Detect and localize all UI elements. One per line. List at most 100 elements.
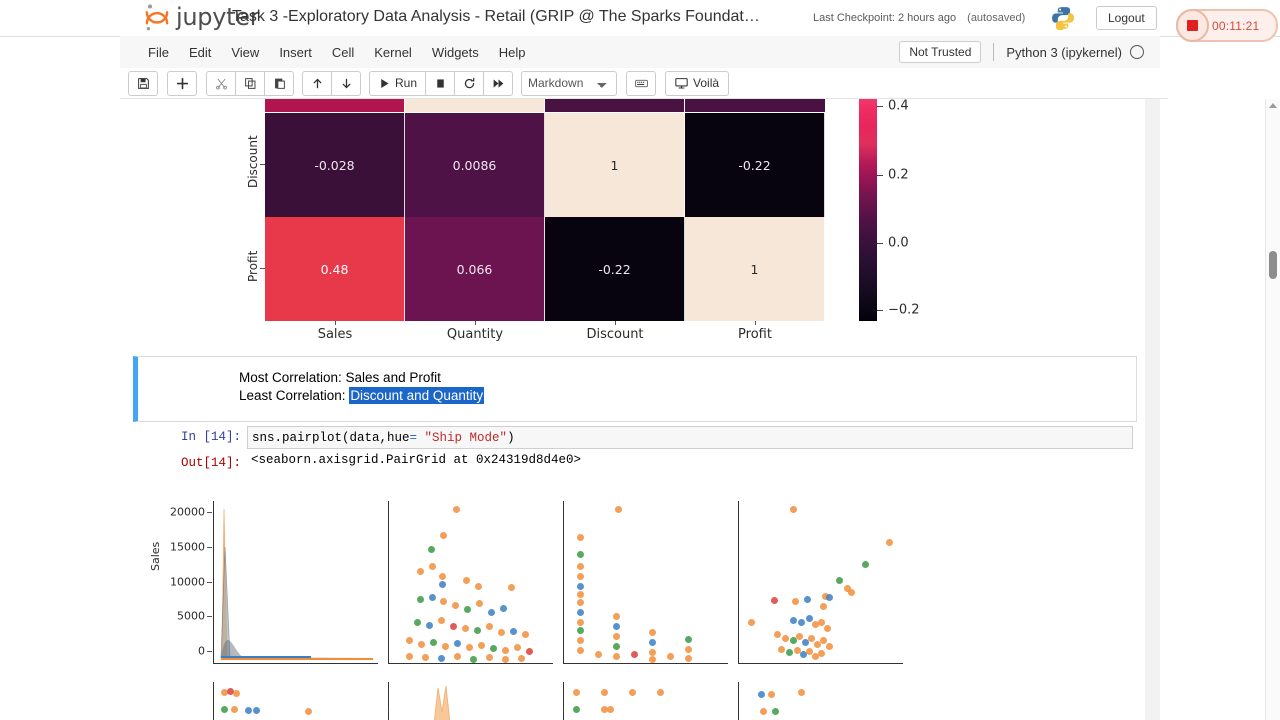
heatmap-cell: -0.22	[545, 217, 685, 321]
pairplot-ytick	[207, 616, 212, 617]
monitor-icon	[675, 77, 688, 88]
notebook-scroll-area[interactable]: Discount Profit -0.028 0.0086 1 -0.22 0.…	[120, 99, 1160, 720]
heatmap-cell: 0.066	[405, 217, 545, 321]
heatmap-xtick	[335, 321, 336, 325]
markdown-line-least: Least Correlation: Discount and Quantity	[239, 387, 485, 405]
kernel-name-label: Python 3 (ipykernel)	[1006, 44, 1122, 60]
pairplot-ytick	[207, 512, 212, 513]
markdown-line-most: Most Correlation: Sales and Profit	[239, 370, 441, 385]
pairplot-panel-sales-quantity	[213, 682, 378, 720]
output-prompt: Out[14]:	[180, 456, 241, 470]
code-text-part1: sns.pairplot(data,hue	[252, 430, 410, 445]
restart-kernel-button[interactable]	[454, 70, 485, 96]
heatmap-cell: 1	[685, 217, 825, 321]
heatmap-cell-partial	[685, 99, 825, 112]
recording-stop-button[interactable]	[1176, 9, 1209, 42]
heatmap-y-labels: Discount Profit	[242, 99, 266, 321]
pairplot-ytick	[207, 547, 212, 548]
stop-square-icon	[1187, 20, 1198, 31]
save-button[interactable]	[128, 70, 158, 96]
menu-cell[interactable]: Cell	[331, 44, 355, 60]
pairplot-figure: Sales 20000 15000 10000 5000 0 12.5	[133, 479, 1133, 720]
colorbar-tick	[877, 106, 883, 107]
jupyter-logo[interactable]: jupyter	[144, 3, 260, 31]
trust-status-button[interactable]: Not Trusted	[899, 41, 982, 63]
menu-kernel[interactable]: Kernel	[374, 44, 412, 60]
menu-widgets[interactable]: Widgets	[431, 44, 479, 60]
pairplot-panel-quantity-sales	[388, 501, 553, 664]
move-cell-down-button[interactable]	[331, 70, 361, 96]
notebook-title[interactable]: Task 3 -Exploratory Data Analysis - Reta…	[232, 8, 760, 25]
scissors-icon	[215, 78, 227, 89]
notebook-page: Discount Profit -0.028 0.0086 1 -0.22 0.…	[120, 99, 1145, 720]
menu-view[interactable]: View	[231, 44, 260, 60]
plus-icon	[176, 77, 188, 89]
markdown-cell[interactable]: Most Correlation: Sales and Profit Least…	[133, 356, 1137, 422]
right-gutter	[1160, 99, 1266, 720]
colorbar-tick	[877, 310, 883, 311]
colorbar-tick	[877, 175, 883, 176]
heatmap-xlabel-sales: Sales	[317, 327, 353, 342]
markdown-least-prefix: Least Correlation:	[239, 388, 350, 403]
command-palette-button[interactable]	[626, 70, 657, 96]
run-button[interactable]: Run	[369, 70, 427, 96]
toolbar-group-clipboard	[206, 70, 294, 96]
heatmap-xtick	[755, 321, 756, 325]
heatmap-row-profit: 0.48 0.066 -0.22 1	[265, 217, 826, 321]
fast-forward-icon	[493, 78, 503, 88]
heatmap-cell-partial	[405, 99, 545, 112]
heatmap-xlabel-profit: Profit	[738, 327, 772, 342]
interrupt-kernel-button[interactable]	[425, 70, 456, 96]
heatmap-xlabel-quantity: Quantity	[446, 327, 504, 342]
paste-button[interactable]	[264, 70, 294, 96]
copy-icon	[244, 77, 255, 89]
code-input-area[interactable]: sns.pairplot(data,hue = "Ship Mode")	[247, 426, 1133, 449]
arrow-up-icon	[313, 78, 321, 88]
vertical-scrollbar[interactable]	[1265, 99, 1280, 720]
insert-cell-below-button[interactable]	[167, 70, 197, 96]
restart-and-run-all-button[interactable]	[483, 70, 514, 96]
colorbar-label: 0.4	[888, 99, 909, 114]
colorbar-label: 0.2	[888, 167, 909, 183]
heatmap-ylabel-profit: Profit	[246, 250, 260, 282]
keyboard-icon	[634, 79, 648, 87]
toolbar-group-move	[302, 70, 361, 96]
menu-bar: File Edit View Insert Cell Kernel Widget…	[120, 36, 1160, 69]
menu-file[interactable]: File	[148, 44, 169, 60]
heatmap-ytick	[260, 164, 265, 165]
heatmap-colorbar	[859, 99, 877, 321]
menu-edit[interactable]: Edit	[188, 44, 212, 60]
kde-curves	[220, 508, 373, 660]
toolbar-group-run: Run	[369, 70, 514, 96]
checkpoint-text: Last Checkpoint: 2 hours ago	[813, 12, 957, 24]
heatmap-cell: 0.0086	[405, 113, 545, 217]
heatmap-row-discount: -0.028 0.0086 1 -0.22	[265, 113, 826, 217]
move-cell-up-button[interactable]	[302, 70, 332, 96]
pairplot-ytick-label: 0	[198, 644, 205, 658]
scroll-up-arrow-icon[interactable]	[1269, 103, 1277, 108]
screen-recorder-widget[interactable]: 00:11:21	[1176, 9, 1278, 42]
kde-curve-quantity	[433, 685, 451, 720]
scrollbar-thumb[interactable]	[1269, 251, 1277, 279]
pairplot-ytick-label: 15000	[170, 540, 205, 554]
code-text-part2: )	[507, 430, 515, 445]
menu-insert[interactable]: Insert	[279, 44, 312, 60]
pairplot-panel-quantity-quantity	[388, 682, 553, 720]
voila-button[interactable]: Voilà	[665, 70, 730, 96]
heatmap-cell: 0.48	[265, 217, 405, 321]
menu-help[interactable]: Help	[498, 44, 526, 60]
correlation-heatmap-figure: Discount Profit -0.028 0.0086 1 -0.22 0.…	[120, 99, 1130, 349]
logout-button[interactable]: Logout	[1096, 6, 1157, 30]
copy-button[interactable]	[235, 70, 265, 96]
jupyter-logo-icon	[145, 4, 169, 31]
cut-button[interactable]	[206, 70, 236, 96]
notebook-header: jupyter Task 3 -Exploratory Data Analysi…	[0, 0, 1280, 42]
stop-icon	[436, 78, 444, 88]
markdown-selected-text: Discount and Quantity	[349, 387, 485, 404]
heatmap-ytick	[260, 268, 265, 269]
menubar-divider	[993, 43, 995, 61]
cell-type-select[interactable]: Markdown	[521, 70, 618, 96]
code-operator: =	[409, 430, 418, 445]
pairplot-ytick-label: 20000	[170, 505, 205, 519]
